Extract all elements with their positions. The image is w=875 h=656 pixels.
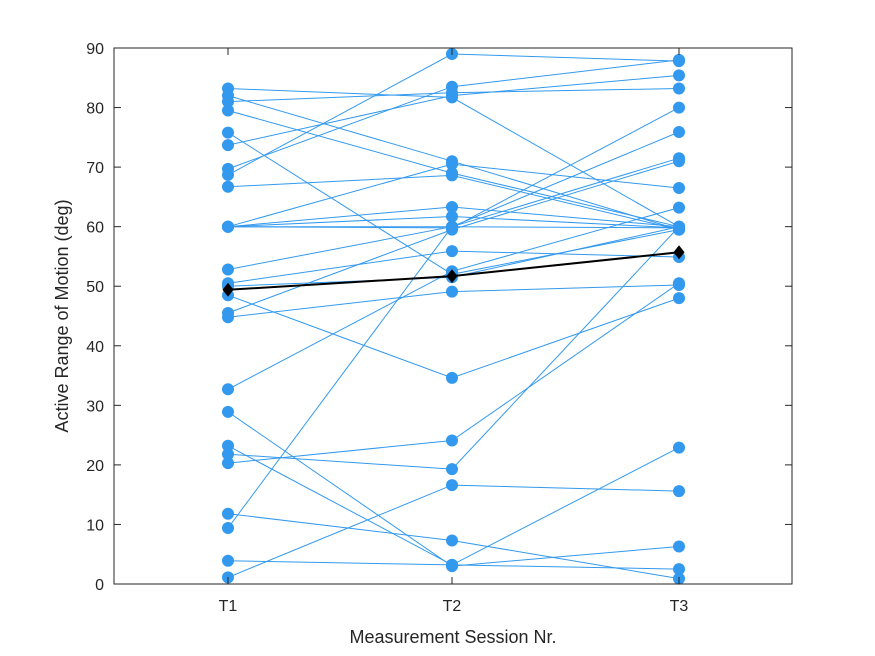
subject-point bbox=[222, 439, 234, 452]
y-tick-label: 90 bbox=[86, 41, 104, 58]
y-tick-label: 50 bbox=[86, 279, 104, 296]
subject-point bbox=[673, 126, 685, 138]
series-layer bbox=[222, 48, 685, 585]
subject-point bbox=[673, 182, 685, 194]
subject-point bbox=[222, 126, 234, 139]
y-tick-label: 20 bbox=[86, 458, 104, 475]
subject-point bbox=[446, 285, 458, 298]
subject-point bbox=[673, 277, 685, 290]
y-axis-title: Active Range of Motion (deg) bbox=[52, 199, 72, 432]
mean-diamond-marker bbox=[222, 282, 234, 297]
subject-series bbox=[222, 507, 685, 585]
subject-point bbox=[673, 292, 685, 305]
subject-point bbox=[222, 263, 234, 276]
subject-point bbox=[446, 158, 458, 171]
subject-point bbox=[222, 139, 234, 152]
subject-point bbox=[446, 89, 458, 102]
y-tick-label: 80 bbox=[86, 101, 104, 118]
y-tick-label: 60 bbox=[86, 220, 104, 237]
subject-point bbox=[673, 82, 685, 95]
subject-point bbox=[673, 55, 685, 68]
subject-point bbox=[222, 457, 234, 470]
x-tick-label: T1 bbox=[219, 598, 238, 615]
y-tick-label: 70 bbox=[86, 160, 104, 177]
subject-point bbox=[673, 441, 685, 454]
subject-point bbox=[673, 563, 685, 576]
x-tick-label: T2 bbox=[443, 598, 462, 615]
y-tick-label: 0 bbox=[95, 577, 104, 594]
x-tick-label: T3 bbox=[670, 598, 689, 615]
subject-point bbox=[673, 101, 685, 114]
subject-point bbox=[446, 201, 458, 213]
subject-point bbox=[222, 383, 234, 396]
y-tick-label: 40 bbox=[86, 339, 104, 356]
subject-series bbox=[222, 101, 685, 234]
subject-point bbox=[446, 479, 458, 492]
subject-point bbox=[222, 522, 234, 534]
mean-diamond-marker bbox=[673, 245, 685, 260]
subject-point bbox=[673, 201, 685, 214]
subject-point bbox=[222, 554, 234, 567]
x-axis-title: Measurement Session Nr. bbox=[349, 627, 556, 647]
subject-point bbox=[446, 80, 458, 93]
subject-point bbox=[222, 311, 234, 324]
mean-layer bbox=[222, 245, 685, 297]
y-tick-label: 10 bbox=[86, 517, 104, 534]
mean-diamond-marker bbox=[446, 269, 458, 284]
subject-series bbox=[222, 277, 685, 470]
subject-series bbox=[222, 69, 685, 152]
subject-point bbox=[673, 485, 685, 498]
subject-point bbox=[446, 210, 458, 223]
subject-point bbox=[222, 95, 234, 108]
subject-point bbox=[446, 371, 458, 384]
subject-point bbox=[673, 155, 685, 168]
subject-point bbox=[446, 463, 458, 476]
subject-point bbox=[446, 245, 458, 258]
subject-point bbox=[222, 168, 234, 181]
subject-point bbox=[673, 69, 685, 82]
subject-point bbox=[446, 169, 458, 182]
subject-point bbox=[673, 540, 685, 553]
subject-point bbox=[222, 220, 234, 233]
plot-frame bbox=[113, 47, 793, 585]
subject-point bbox=[446, 434, 458, 447]
subject-point bbox=[673, 220, 685, 233]
subject-point bbox=[446, 221, 458, 234]
subject-point bbox=[222, 405, 234, 418]
subject-series bbox=[222, 441, 685, 571]
subject-point bbox=[222, 104, 234, 117]
subject-point bbox=[446, 558, 458, 571]
subject-point bbox=[446, 534, 458, 547]
ticks-layer: 0 10 20 30 40 50 60 70 80 90 T1 T2 T3 bbox=[86, 41, 792, 615]
subject-point bbox=[222, 448, 234, 461]
y-tick-label: 30 bbox=[86, 398, 104, 415]
subject-point bbox=[222, 507, 234, 520]
subject-point bbox=[222, 180, 234, 193]
